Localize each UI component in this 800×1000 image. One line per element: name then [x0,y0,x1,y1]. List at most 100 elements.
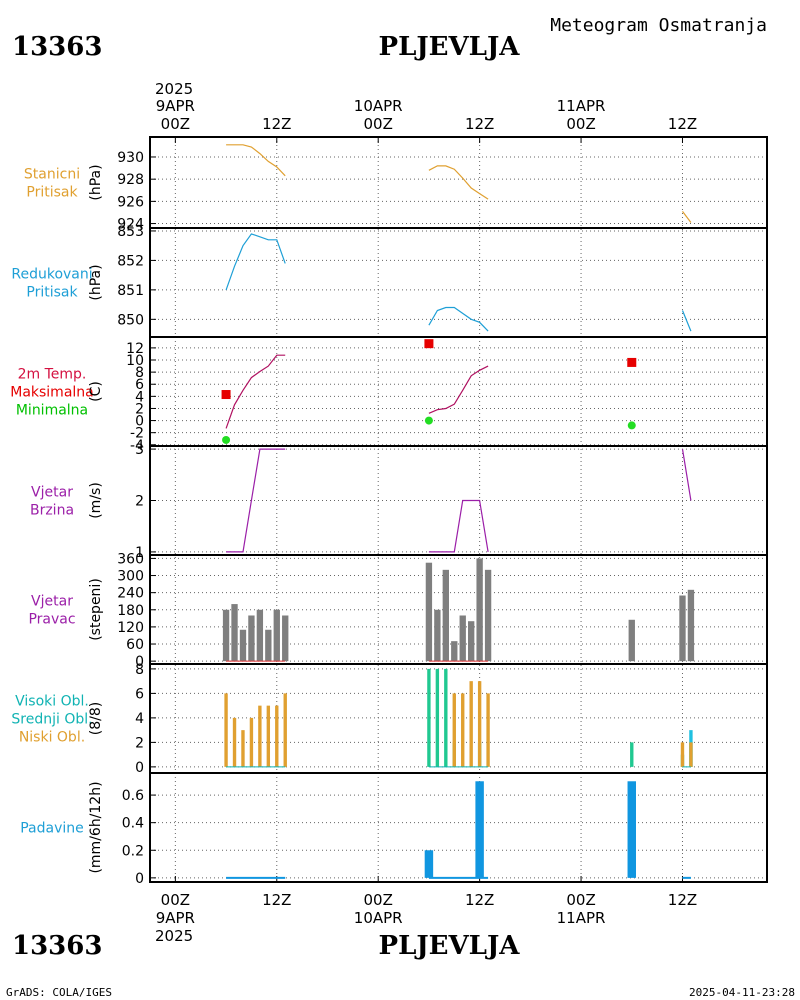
ytick-label-redukovani-3: 853 [117,224,144,240]
bar-padavine-0 [424,850,434,878]
render-timestamp: 2025-04-11-23:28 [689,986,795,999]
series-line-vjetar_brzina-2 [681,449,692,501]
bar-vjetar_pravac-13 [468,621,475,662]
bar-oblaci-2-2 [241,730,245,767]
ytick-label-oblaci-4: 8 [135,662,144,678]
ytick-label-temperatura-6: 8 [135,365,144,381]
bar-oblaci-2-4 [258,705,262,767]
date-label-bottom-4: 11APR [557,909,606,927]
ytick-label-padavine-3: 0.6 [122,788,144,804]
bar-vjetar_pravac-11 [451,641,458,662]
min-temp-marker-2 [627,421,636,430]
panel-label-vjetar_brzina-1: Brzina [30,503,74,519]
time-tick-label-top-1: 12Z [262,115,291,133]
bar-vjetar_pravac-12 [459,615,466,662]
panel-label-temperatura-1: Maksimalna [10,385,94,401]
ytick-label-temperatura-3: 2 [135,401,144,417]
bar-vjetar_pravac-7 [282,615,289,662]
bar-vjetar_pravac-18 [687,589,695,662]
time-tick-label-bottom-4: 00Z [566,891,595,909]
bar-oblaci-2-13 [680,742,685,767]
min-temp-marker-1 [424,416,433,425]
panel-label-oblaci-1: Srednji Obl. [11,712,92,728]
ytick-label-stanicni-0: 924 [117,217,144,233]
series-line-temperatura-1 [428,365,489,414]
station-id-bottom: 13363 [12,931,102,961]
ytick-label-padavine-1: 0.2 [122,843,144,859]
ytick-label-redukovani-1: 851 [117,283,144,299]
min-temp-marker-0 [222,435,231,444]
panel-label-oblaci-2: Niski Obl. [19,730,85,746]
ytick-label-oblaci-3: 6 [135,686,144,702]
date-label-bottom-0: 9APR [156,909,195,927]
series-line-temperatura-0 [225,354,286,429]
bar-oblaci-2-0 [224,693,228,767]
bar-vjetar_pravac-10 [442,569,449,662]
ytick-label-oblaci-1: 2 [135,735,144,751]
time-tick-label-top-2: 00Z [364,115,393,133]
bar-oblaci-2-1 [232,717,237,767]
ytick-label-vjetar_pravac-0: 0 [135,654,144,670]
time-tick-label-bottom-2: 00Z [364,891,393,909]
time-tick-label-top-0: 00Z [161,115,190,133]
time-tick-label-bottom-0: 00Z [161,891,190,909]
station-name-top: PLJEVLJA [379,32,521,62]
series-line-redukovani-2 [681,310,692,332]
panel-label-padavine-0: Padavine [20,821,84,837]
bar-vjetar_pravac-0 [222,609,230,662]
series-line-redukovani-1 [428,306,489,332]
ytick-label-temperatura-0: -4 [130,438,144,454]
panel-label-temperatura-0: 2m Temp. [18,367,87,383]
bar-vjetar_pravac-15 [484,569,492,662]
bar-oblaci-1-0 [427,668,431,767]
ytick-label-stanicni-1: 926 [117,194,144,210]
panel-label-redukovani-1: Pritisak [26,285,78,301]
grads-credit: GrADS: COLA/IGES [6,986,112,999]
panel-label-vjetar_pravac-0: Vjetar [31,594,73,610]
ytick-label-vjetar_brzina-0: 1 [135,545,144,561]
ytick-label-temperatura-8: 12 [126,341,144,357]
ylabel-redukovani: (hPa) [88,264,104,300]
bar-vjetar_pravac-3 [248,615,255,662]
time-tick-label-top-4: 00Z [566,115,595,133]
time-tick-label-top-5: 12Z [668,115,697,133]
bar-vjetar_pravac-16 [628,619,635,662]
ytick-label-stanicni-2: 928 [117,172,144,188]
panel-label-redukovani-0: Redukovani [11,267,92,283]
ylabel-padavine: (mm/6h/12h) [88,781,104,873]
panel-frame-redukovani [149,227,768,338]
chart-title: Meteogram Osmatranja [550,15,767,36]
bar-oblaci-2-3 [249,717,254,767]
panel-label-temperatura-2: Minimalna [16,403,88,419]
max-temp-marker-1 [424,339,434,349]
series-line-vjetar_brzina-0 [226,448,286,553]
station-id-top: 13363 [12,32,102,62]
ytick-label-temperatura-1: -2 [130,426,144,442]
bar-oblaci-1-2 [444,668,448,767]
ytick-label-oblaci-0: 0 [135,760,144,776]
year-label-bottom: 2025 [155,927,193,945]
series-line-vjetar_brzina-1 [428,499,489,553]
series-line-redukovani-0 [225,233,286,291]
date-label-bottom-2: 10APR [354,909,403,927]
bar-vjetar_pravac-17 [679,595,686,662]
panel-label-stanicni-1: Pritisak [26,185,78,201]
bar-padavine-1 [475,781,484,878]
ytick-label-temperatura-4: 4 [135,389,144,405]
ytick-label-temperatura-7: 10 [126,353,144,369]
series-line-stanicni-1 [428,165,489,200]
ytick-label-temperatura-5: 6 [135,377,144,393]
date-label-top-2: 10APR [354,97,403,115]
ytick-label-padavine-2: 0.4 [122,816,144,832]
station-name-bottom: PLJEVLJA [379,931,521,961]
bar-oblaci-2-9 [461,693,465,767]
date-label-top-0: 9APR [156,97,195,115]
ylabel-vjetar_brzina: (m/s) [88,482,104,519]
time-tick-label-bottom-5: 12Z [668,891,697,909]
ytick-label-vjetar_brzina-2: 3 [135,442,144,458]
series-line-stanicni-2 [682,211,692,223]
year-label-top: 2025 [155,80,193,98]
bar-vjetar_pravac-9 [434,609,441,662]
ylabel-temperatura: (C) [88,381,104,402]
panel-label-oblaci-0: Visoki Obl. [15,694,89,710]
